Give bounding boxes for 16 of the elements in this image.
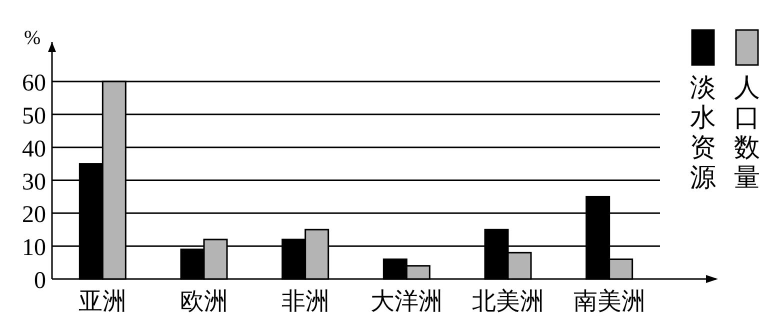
x-tick-label: 北美洲 [472, 288, 544, 315]
x-tick-label: 非洲 [281, 289, 330, 315]
y-tick-label: 50 [22, 103, 46, 130]
x-tick-label: 亚洲 [78, 289, 127, 315]
y-tick-label: 40 [22, 136, 46, 162]
y-tick-label: 0 [34, 268, 46, 294]
y-tick-label: 10 [22, 235, 46, 262]
y-tick-label: 20 [22, 202, 46, 228]
y-tick-label: 60 [22, 70, 46, 96]
x-tick-label: 欧洲 [180, 289, 228, 315]
legend-label: 人口数量 [734, 73, 760, 192]
legend-label: 淡水资源 [690, 73, 716, 192]
x-tick-label: 南美洲 [573, 288, 646, 315]
y-axis-title: % [24, 27, 41, 49]
x-tick-label: 大洋洲 [370, 289, 443, 315]
y-tick-label: 30 [22, 169, 46, 196]
